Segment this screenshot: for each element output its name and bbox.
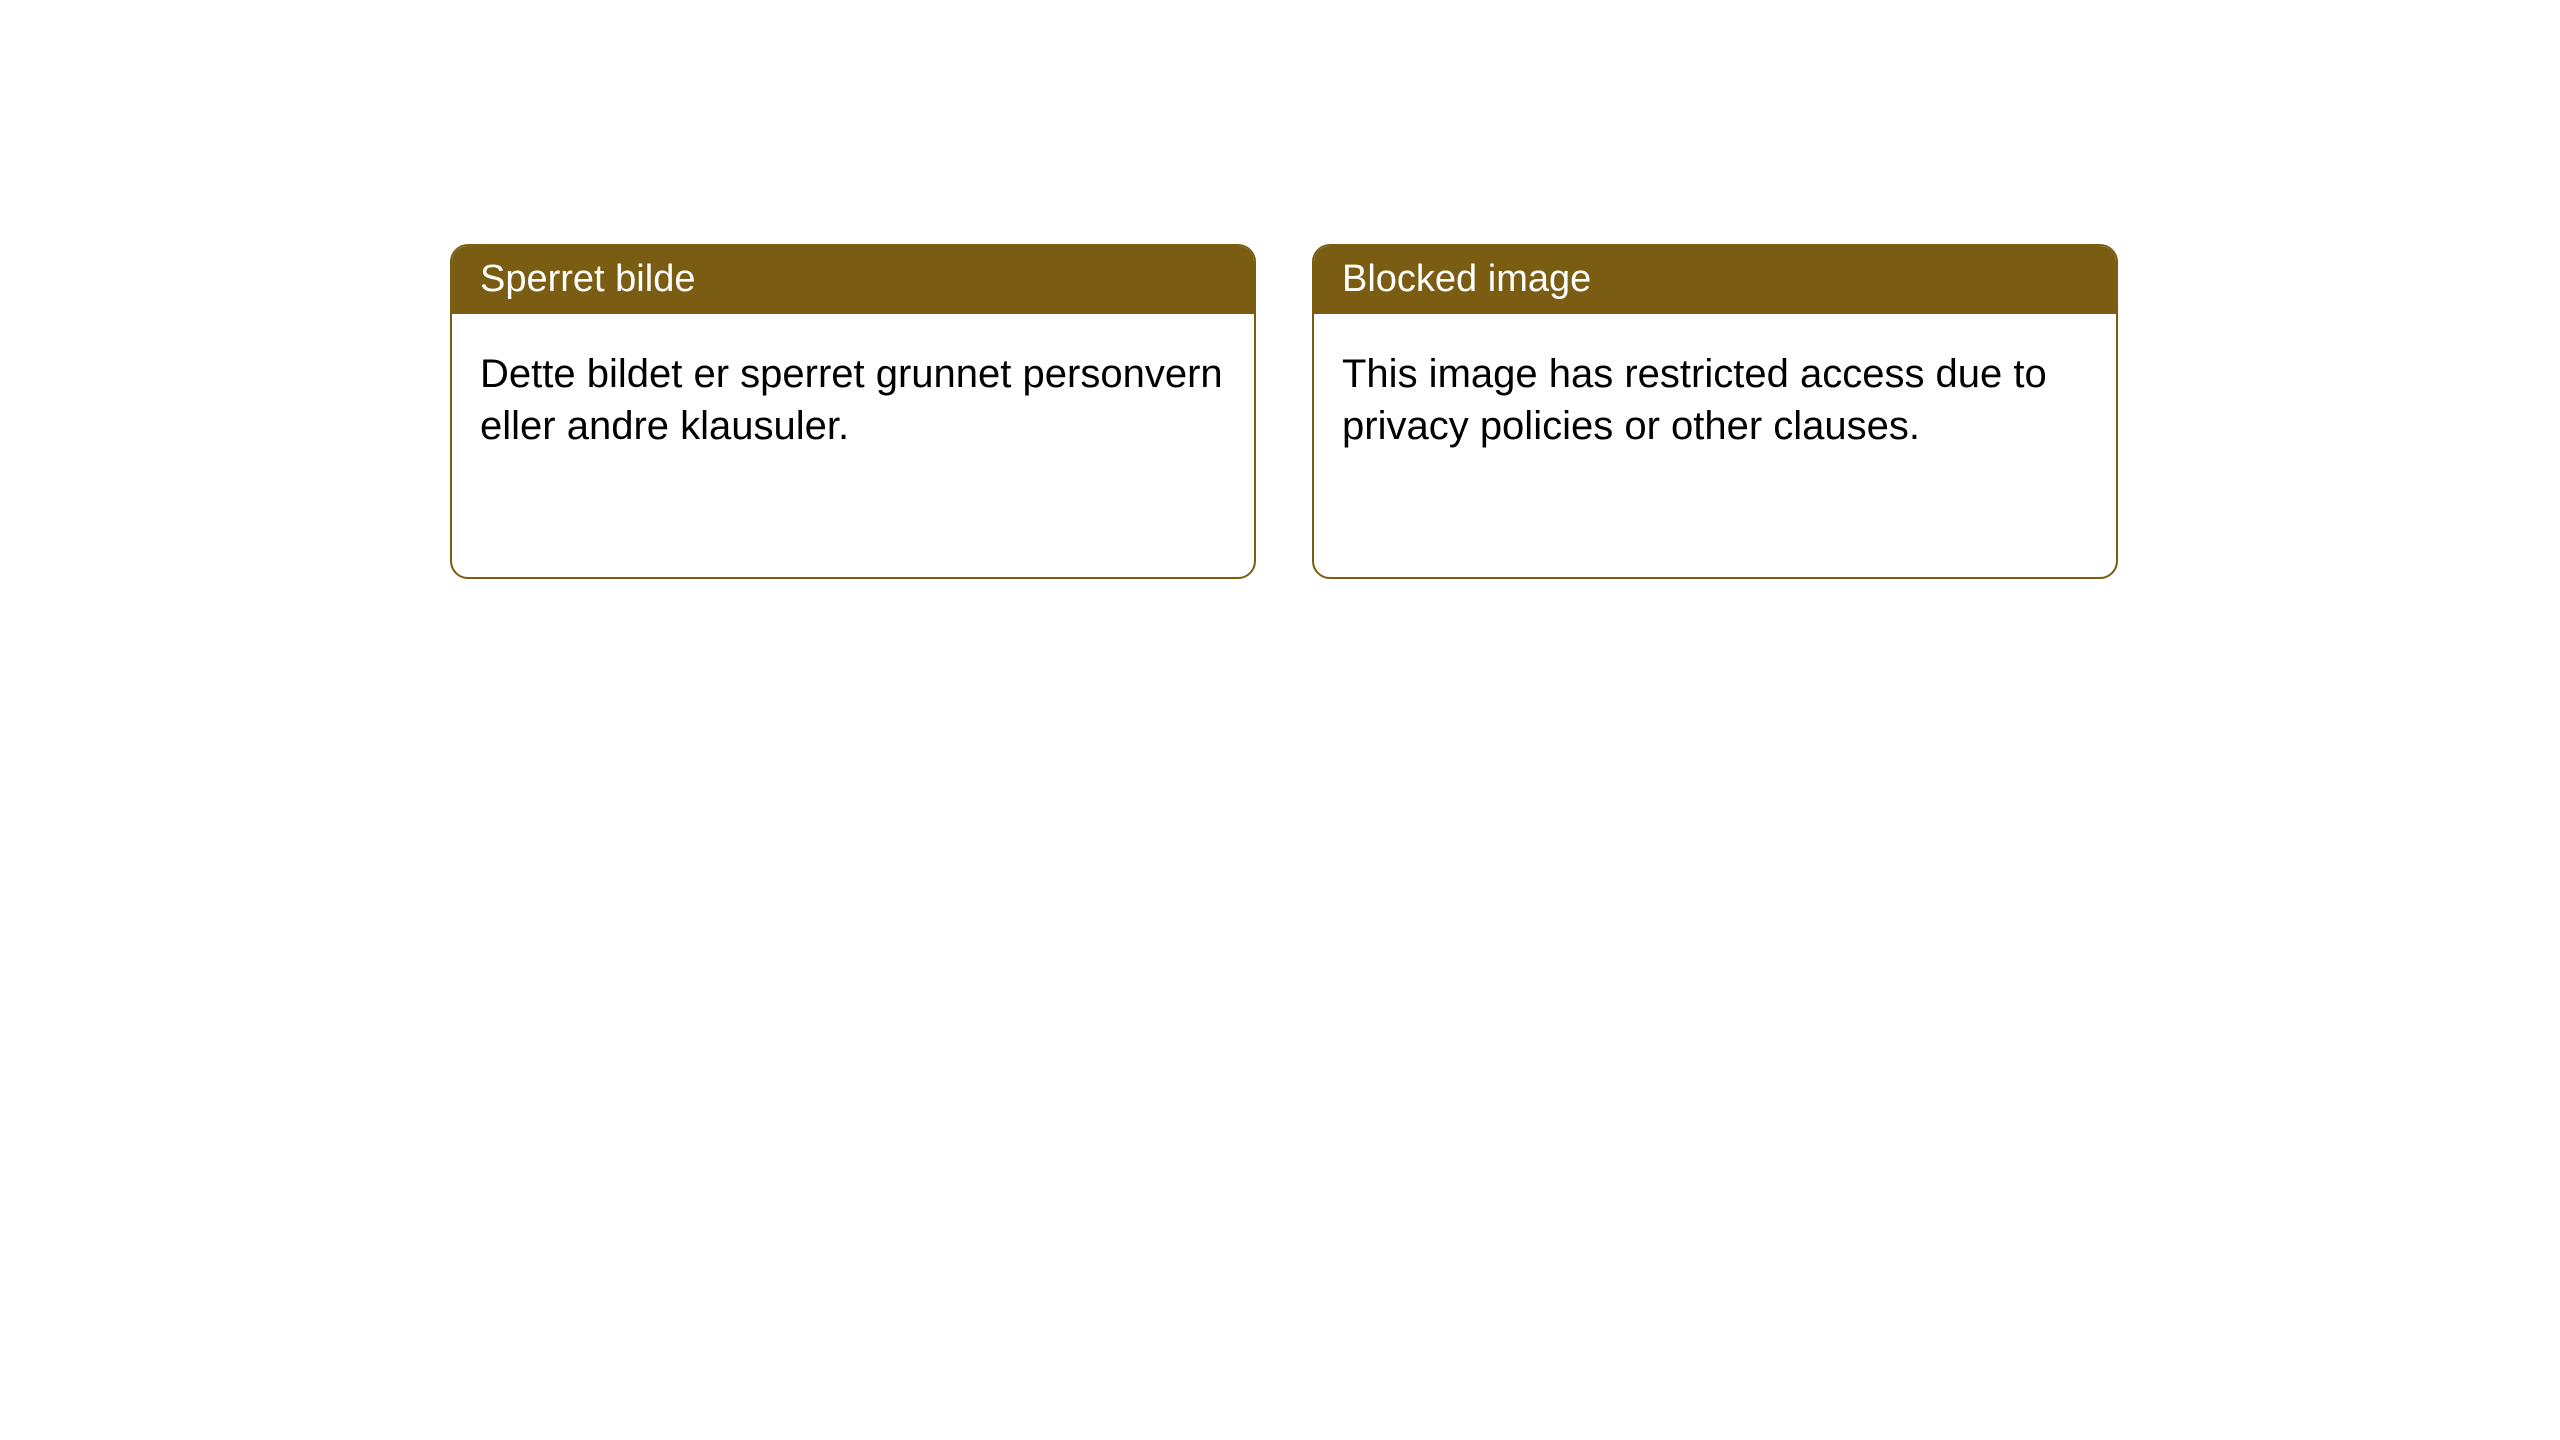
notice-header: Blocked image: [1314, 246, 2116, 314]
notice-body: Dette bildet er sperret grunnet personve…: [452, 314, 1254, 488]
notice-header-text: Blocked image: [1342, 258, 1591, 300]
notice-header-text: Sperret bilde: [480, 258, 695, 300]
notice-card-norwegian: Sperret bilde Dette bildet er sperret gr…: [450, 244, 1256, 579]
notice-body-text: This image has restricted access due to …: [1342, 352, 2047, 449]
notice-body: This image has restricted access due to …: [1314, 314, 2116, 488]
notice-cards-container: Sperret bilde Dette bildet er sperret gr…: [450, 244, 2560, 579]
notice-header: Sperret bilde: [452, 246, 1254, 314]
notice-body-text: Dette bildet er sperret grunnet personve…: [480, 352, 1223, 449]
notice-card-english: Blocked image This image has restricted …: [1312, 244, 2118, 579]
